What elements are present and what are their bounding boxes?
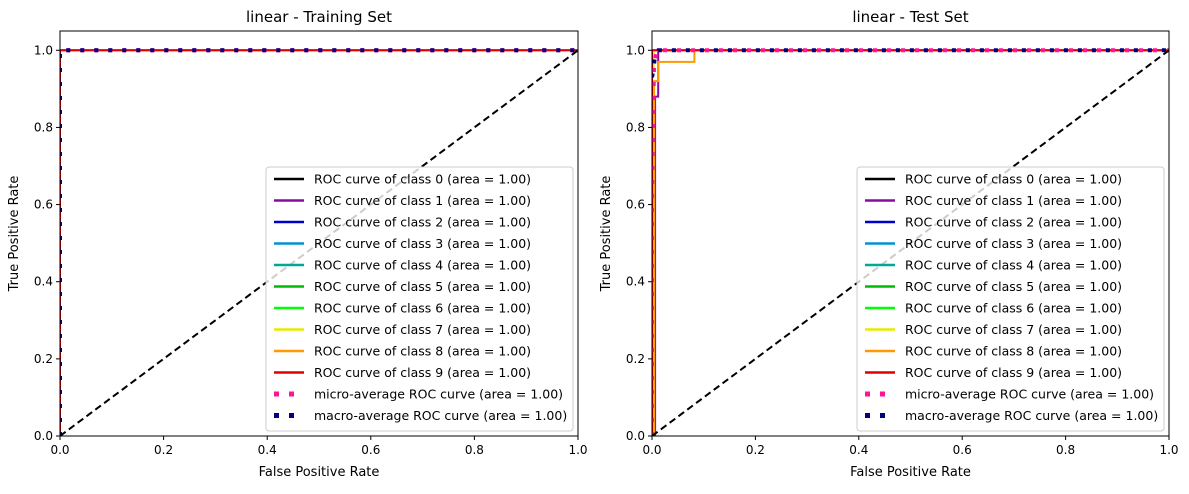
legend-label-3: ROC curve of class 3 (area = 1.00) <box>314 236 531 251</box>
legend-label-8: ROC curve of class 8 (area = 1.00) <box>905 344 1122 359</box>
legend-label-8: ROC curve of class 8 (area = 1.00) <box>314 344 531 359</box>
y-tick-label: 0.0 <box>34 429 53 443</box>
legend-label-7: ROC curve of class 7 (area = 1.00) <box>314 322 531 337</box>
x-axis-label: False Positive Rate <box>259 465 380 480</box>
legend-box <box>265 166 574 432</box>
x-tick-label: 0.8 <box>465 443 484 457</box>
x-tick-label: 0.4 <box>849 443 868 457</box>
legend-label-10: micro-average ROC curve (area = 1.00) <box>314 387 563 402</box>
legend-label-1: ROC curve of class 1 (area = 1.00) <box>314 193 531 208</box>
legend-label-10: micro-average ROC curve (area = 1.00) <box>905 387 1154 402</box>
axes-frame <box>59 30 579 437</box>
y-tick-label: 0.0 <box>626 429 645 443</box>
legend-label-4: ROC curve of class 4 (area = 1.00) <box>314 258 531 273</box>
y-tick-label: 0.8 <box>626 120 645 134</box>
legend-label-9: ROC curve of class 9 (area = 1.00) <box>314 365 531 380</box>
chart-panel-1: linear - Test Set False Positive Rate True… <box>599 8 1179 480</box>
legend-label-0: ROC curve of class 0 (area = 1.00) <box>905 172 1122 187</box>
y-tick-label: 0.2 <box>626 352 645 366</box>
x-tick-label: 0.2 <box>746 443 765 457</box>
legend-label-3: ROC curve of class 3 (area = 1.00) <box>905 236 1122 251</box>
legend-box <box>856 166 1165 432</box>
x-tick-label: 0.0 <box>50 443 69 457</box>
y-tick-label: 0.8 <box>34 120 53 134</box>
chart-title: linear - Training Set <box>246 8 392 26</box>
y-tick-label: 0.4 <box>626 275 645 289</box>
x-tick-label: 0.0 <box>642 443 661 457</box>
y-tick-label: 0.2 <box>34 352 53 366</box>
legend-label-6: ROC curve of class 6 (area = 1.00) <box>314 301 531 316</box>
roc-curve-11 <box>60 48 578 436</box>
legend-label-11: macro-average ROC curve (area = 1.00) <box>905 408 1158 423</box>
legend-label-2: ROC curve of class 2 (area = 1.00) <box>314 215 531 230</box>
x-tick-label: 0.8 <box>1056 443 1075 457</box>
x-tick-label: 1.0 <box>568 443 587 457</box>
legend: ROC curve of class 0 (area = 1.00) ROC cu… <box>856 166 1165 432</box>
legend-label-6: ROC curve of class 6 (area = 1.00) <box>905 301 1122 316</box>
legend-label-11: macro-average ROC curve (area = 1.00) <box>314 408 567 423</box>
legend-label-5: ROC curve of class 5 (area = 1.00) <box>905 279 1122 294</box>
legend-label-9: ROC curve of class 9 (area = 1.00) <box>905 365 1122 380</box>
legend-label-7: ROC curve of class 7 (area = 1.00) <box>905 322 1122 337</box>
y-tick-label: 0.4 <box>34 275 53 289</box>
x-tick-label: 0.6 <box>953 443 972 457</box>
axes-frame <box>651 30 1170 437</box>
x-tick-label: 0.4 <box>258 443 277 457</box>
x-axis-label: False Positive Rate <box>850 465 971 480</box>
chart-panel-0: linear - Training Set False Positive Rate… <box>7 8 588 480</box>
legend-label-0: ROC curve of class 0 (area = 1.00) <box>314 172 531 187</box>
y-tick-label: 1.0 <box>34 43 53 57</box>
legend-label-2: ROC curve of class 2 (area = 1.00) <box>905 215 1122 230</box>
legend-label-1: ROC curve of class 1 (area = 1.00) <box>905 193 1122 208</box>
legend: ROC curve of class 0 (area = 1.00) ROC cu… <box>265 166 574 432</box>
y-tick-label: 0.6 <box>626 198 645 212</box>
y-tick-label: 0.6 <box>34 198 53 212</box>
legend-label-5: ROC curve of class 5 (area = 1.00) <box>314 279 531 294</box>
x-tick-label: 0.2 <box>154 443 173 457</box>
y-axis-label: True Positive Rate <box>7 176 22 293</box>
y-axis-label: True Positive Rate <box>599 176 614 293</box>
chart-title: linear - Test Set <box>852 8 968 26</box>
x-tick-label: 1.0 <box>1159 443 1178 457</box>
y-tick-label: 1.0 <box>626 43 645 57</box>
legend-label-4: ROC curve of class 4 (area = 1.00) <box>905 258 1122 273</box>
x-tick-label: 0.6 <box>361 443 380 457</box>
roc-curve-11 <box>652 48 1169 78</box>
